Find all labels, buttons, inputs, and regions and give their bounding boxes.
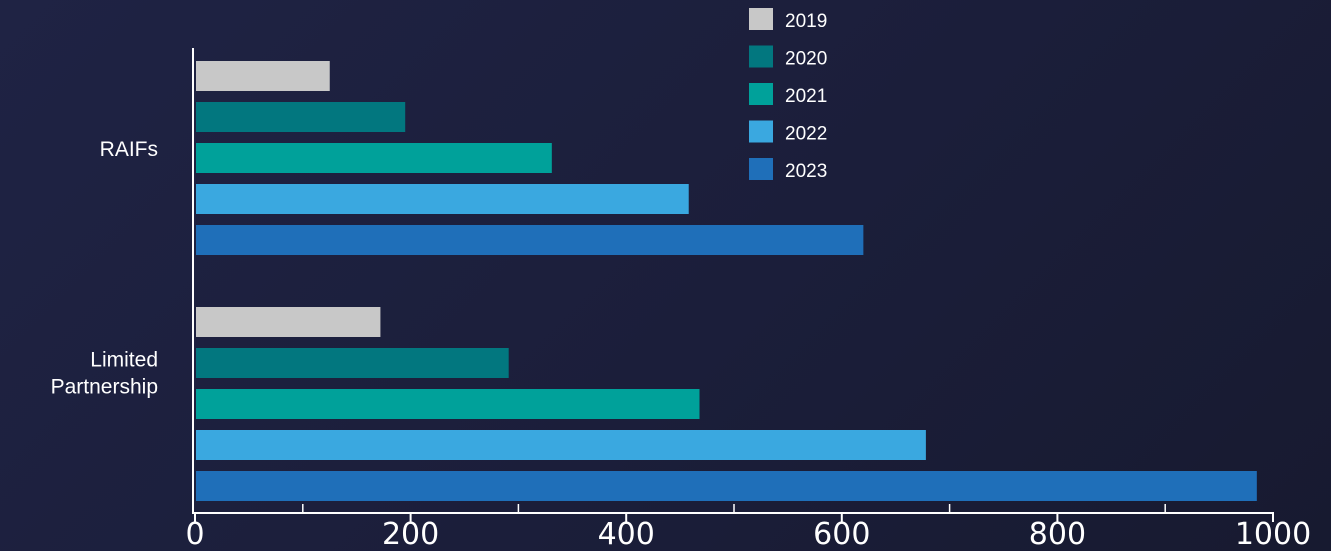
- x-tick-label: 0: [185, 517, 204, 551]
- bar-2023-raifs: [196, 225, 864, 255]
- x-tick-label: 1000: [1235, 517, 1311, 551]
- bar-2022-limited-partnership: [196, 430, 926, 460]
- x-tick-label: 600: [813, 517, 870, 551]
- category-label: Limited: [90, 349, 158, 372]
- axes-group: [192, 48, 1274, 514]
- bar-2022-raifs: [196, 184, 689, 214]
- legend-swatch-2019: [749, 8, 773, 30]
- bar-2023-limited-partnership: [196, 471, 1257, 501]
- category-label: RAIFs: [100, 138, 158, 161]
- legend-label-2019: 2019: [785, 11, 827, 32]
- bar-2020-limited-partnership: [196, 348, 509, 378]
- legend-swatch-2020: [749, 45, 773, 68]
- bar-2020-raifs: [196, 102, 406, 132]
- legend: 2019 2020 2021 2022 2023: [749, 8, 827, 182]
- x-tick-label: 200: [382, 517, 439, 551]
- x-tick-label: 400: [598, 517, 655, 551]
- legend-swatch-2023: [749, 158, 773, 180]
- category-label: Partnership: [51, 376, 158, 399]
- x-tick-label: 800: [1029, 517, 1086, 551]
- bars-group: [196, 61, 1257, 501]
- legend-label-2022: 2022: [785, 124, 827, 145]
- legend-label-2023: 2023: [785, 161, 827, 182]
- x-axis-ticks: 0 200 400 600 800 1000: [185, 504, 1311, 551]
- legend-swatch-2022: [749, 120, 773, 143]
- legend-label-2020: 2020: [785, 49, 827, 70]
- legend-swatch-2021: [749, 83, 773, 105]
- category-labels: RAIFs Limited Partnership: [51, 138, 158, 399]
- bar-2021-raifs: [196, 143, 552, 173]
- legend-label-2021: 2021: [785, 86, 827, 107]
- bar-2019-raifs: [196, 61, 330, 91]
- bar-2019-limited-partnership: [196, 307, 381, 337]
- bar-2021-limited-partnership: [196, 389, 700, 419]
